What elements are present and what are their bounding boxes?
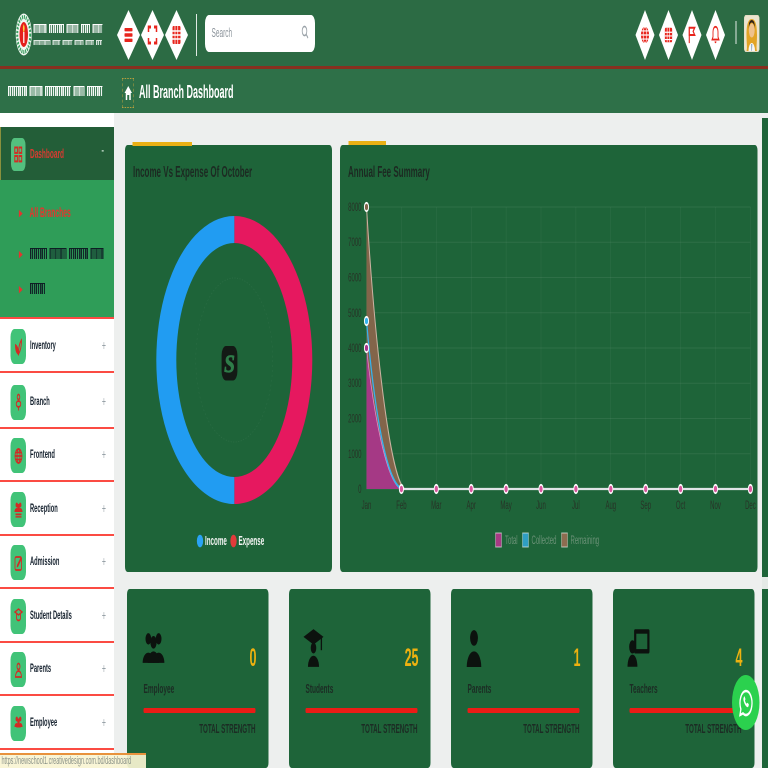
svg-text:Feb: Feb <box>396 499 406 513</box>
svg-text:S: S <box>224 350 235 378</box>
svg-text:7000: 7000 <box>348 236 361 250</box>
svg-text:Expense: Expense <box>239 535 265 549</box>
svg-text:Apr: Apr <box>467 499 476 513</box>
svg-text:1000: 1000 <box>348 448 361 462</box>
svg-text:May: May <box>500 499 511 513</box>
svg-text:0: 0 <box>358 483 361 497</box>
svg-text:Total: Total <box>505 534 518 548</box>
svg-text:8000: 8000 <box>348 201 361 215</box>
svg-text:5000: 5000 <box>348 307 361 321</box>
svg-text:Jun: Jun <box>536 499 546 513</box>
svg-text:4000: 4000 <box>348 342 361 356</box>
svg-text:2000: 2000 <box>348 412 361 426</box>
svg-text:Jan: Jan <box>362 499 372 513</box>
svg-text:Oct: Oct <box>676 499 686 513</box>
svg-text:Sep: Sep <box>640 499 651 513</box>
svg-text:Collected: Collected <box>532 534 557 548</box>
svg-text:Mar: Mar <box>431 499 441 513</box>
svg-text:Remaining: Remaining <box>571 534 600 548</box>
svg-text:6000: 6000 <box>348 271 361 285</box>
svg-text:3000: 3000 <box>348 377 361 391</box>
svg-text:Aug: Aug <box>605 499 616 513</box>
svg-text:Dec: Dec <box>745 499 756 513</box>
svg-text:Nov: Nov <box>710 499 721 513</box>
svg-text:Jul: Jul <box>572 499 580 513</box>
svg-text:Income: Income <box>205 535 227 549</box>
